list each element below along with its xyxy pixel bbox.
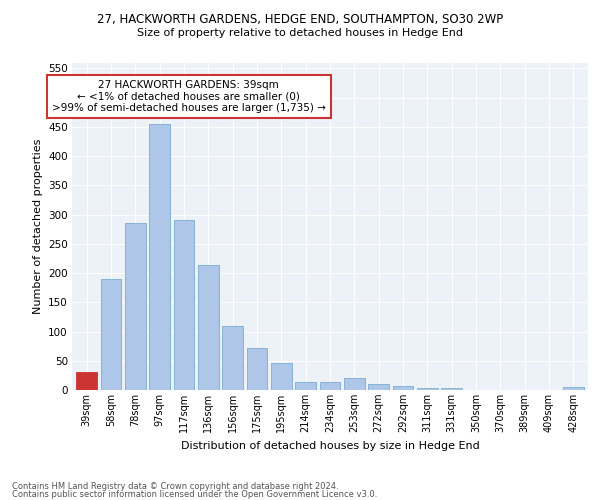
Bar xyxy=(320,382,340,390)
Bar xyxy=(222,326,243,390)
Bar xyxy=(149,124,170,390)
Bar xyxy=(563,387,584,390)
Text: Contains public sector information licensed under the Open Government Licence v3: Contains public sector information licen… xyxy=(12,490,377,499)
Bar xyxy=(76,372,97,390)
Text: 27, HACKWORTH GARDENS, HEDGE END, SOUTHAMPTON, SO30 2WP: 27, HACKWORTH GARDENS, HEDGE END, SOUTHA… xyxy=(97,12,503,26)
Bar xyxy=(198,266,218,390)
Text: 27 HACKWORTH GARDENS: 39sqm
← <1% of detached houses are smaller (0)
>99% of sem: 27 HACKWORTH GARDENS: 39sqm ← <1% of det… xyxy=(52,80,326,113)
X-axis label: Distribution of detached houses by size in Hedge End: Distribution of detached houses by size … xyxy=(181,440,479,450)
Bar xyxy=(442,388,462,390)
Bar xyxy=(295,382,316,390)
Bar xyxy=(247,348,268,390)
Bar xyxy=(173,220,194,390)
Bar xyxy=(392,386,413,390)
Bar xyxy=(344,378,365,390)
Bar xyxy=(417,388,438,390)
Text: Contains HM Land Registry data © Crown copyright and database right 2024.: Contains HM Land Registry data © Crown c… xyxy=(12,482,338,491)
Bar xyxy=(125,224,146,390)
Bar xyxy=(368,384,389,390)
Text: Size of property relative to detached houses in Hedge End: Size of property relative to detached ho… xyxy=(137,28,463,38)
Y-axis label: Number of detached properties: Number of detached properties xyxy=(32,138,43,314)
Bar xyxy=(101,279,121,390)
Bar xyxy=(271,363,292,390)
